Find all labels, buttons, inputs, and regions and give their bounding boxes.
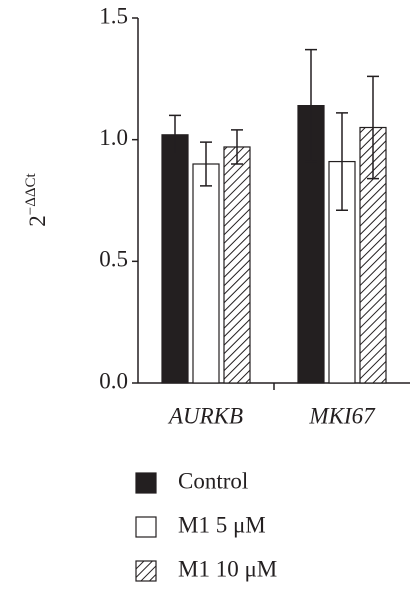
bar bbox=[161, 134, 189, 384]
legend-label: M1 10 μM bbox=[178, 556, 277, 581]
error-bar bbox=[200, 141, 212, 187]
y-axis-label: 2−ΔΔCt bbox=[23, 172, 50, 226]
legend-label: M1 5 μM bbox=[178, 512, 266, 537]
error-bar bbox=[169, 114, 181, 156]
bar bbox=[223, 146, 251, 384]
y-tick-label: 0.5 bbox=[99, 247, 128, 272]
y-label-exponent: −ΔΔCt bbox=[23, 172, 39, 215]
y-tick-label: 1.5 bbox=[99, 3, 128, 28]
bar bbox=[359, 126, 387, 384]
y-label-base: 2 bbox=[25, 215, 50, 227]
bar bbox=[192, 163, 220, 384]
error-bar bbox=[305, 48, 317, 163]
x-tick-label: MKI67 bbox=[308, 403, 376, 428]
legend-swatch bbox=[135, 560, 157, 582]
x-tick-label: AURKB bbox=[167, 403, 243, 428]
legend-swatch bbox=[135, 516, 157, 538]
error-bar bbox=[231, 129, 243, 165]
bar bbox=[297, 104, 325, 384]
legend-swatch bbox=[135, 472, 157, 494]
error-bar bbox=[336, 112, 348, 211]
error-bar bbox=[367, 75, 379, 180]
y-tick-label: 1.0 bbox=[99, 125, 128, 150]
legend-label: Control bbox=[178, 468, 248, 493]
y-tick-label: 0.0 bbox=[99, 368, 128, 393]
